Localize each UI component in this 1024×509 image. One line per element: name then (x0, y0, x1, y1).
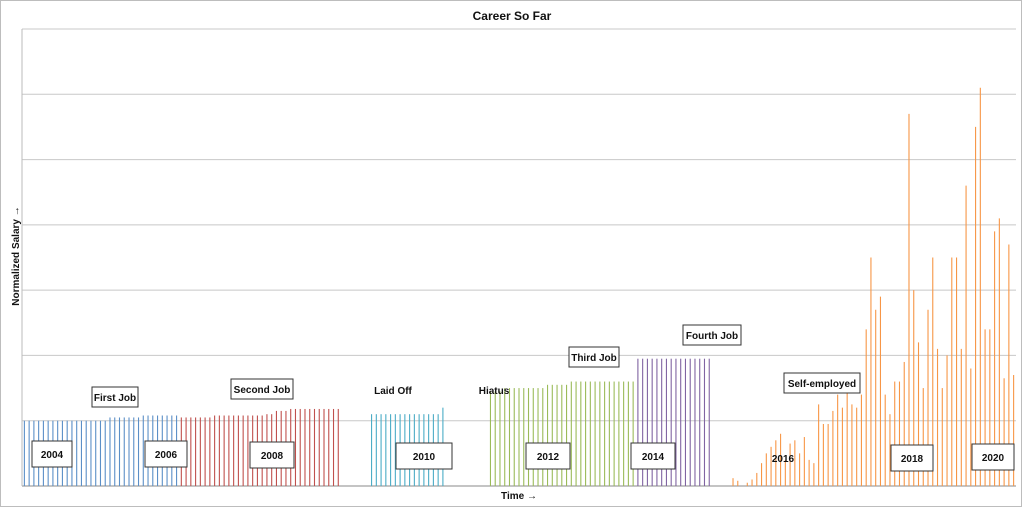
bars (23, 87, 1015, 486)
label-box-self-employed (783, 372, 861, 394)
label-fourth-job: Fourth Job (682, 324, 742, 346)
labels: First Job Second Job Laid Off Hiatus Third J… (31, 324, 1015, 472)
label-text-2012: 2012 (537, 452, 560, 463)
label-2016: 2016 (772, 454, 795, 465)
label-box-third-job (568, 346, 620, 368)
label-2020: 2020 (971, 443, 1015, 471)
label-text-2004: 2004 (41, 450, 64, 461)
label-text-laid-off: Laid Off (374, 386, 412, 397)
label-text-third-job: Third Job (571, 353, 617, 364)
label-third-job: Third Job (568, 346, 620, 368)
chart-title: Career So Far (473, 9, 552, 23)
label-text-second-job: Second Job (234, 385, 291, 396)
label-box-2020 (971, 443, 1015, 471)
label-laid-off: Laid Off (374, 386, 412, 397)
label-text-2014: 2014 (642, 452, 665, 463)
label-box-first-job (91, 386, 139, 408)
label-text-2006: 2006 (155, 450, 178, 461)
label-text-first-job: First Job (94, 393, 136, 404)
label-second-job: Second Job (230, 378, 294, 400)
label-text-fourth-job: Fourth Job (686, 331, 738, 342)
label-box-2008 (249, 441, 295, 469)
label-box-2014 (630, 442, 676, 470)
label-2018: 2018 (890, 444, 934, 472)
label-text-self-employed: Self-employed (788, 379, 856, 390)
label-text-2020: 2020 (982, 453, 1005, 464)
label-box-2012 (525, 442, 571, 470)
label-box-2006 (144, 440, 188, 468)
label-2006: 2006 (144, 440, 188, 468)
label-self-employed: Self-employed (783, 372, 861, 394)
label-box-2004 (31, 440, 73, 468)
label-text-2018: 2018 (901, 454, 924, 465)
label-text-hiatus: Hiatus (479, 386, 510, 397)
label-2012: 2012 (525, 442, 571, 470)
label-text-2016: 2016 (772, 454, 795, 465)
label-box-fourth-job (682, 324, 742, 346)
y-axis-label: Normalized Salary → (11, 206, 22, 305)
label-2004: 2004 (31, 440, 73, 468)
label-first-job: First Job (91, 386, 139, 408)
label-hiatus: Hiatus (479, 386, 510, 397)
label-2014: 2014 (630, 442, 676, 470)
label-box-2018 (890, 444, 934, 472)
gridlines (21, 28, 1016, 487)
label-box-second-job (230, 378, 294, 400)
label-box-2010 (395, 442, 453, 470)
label-2008: 2008 (249, 441, 295, 469)
label-text-2008: 2008 (261, 451, 284, 462)
label-2010: 2010 (395, 442, 453, 470)
x-axis-label: Time → (501, 491, 537, 502)
label-text-2010: 2010 (413, 452, 436, 463)
